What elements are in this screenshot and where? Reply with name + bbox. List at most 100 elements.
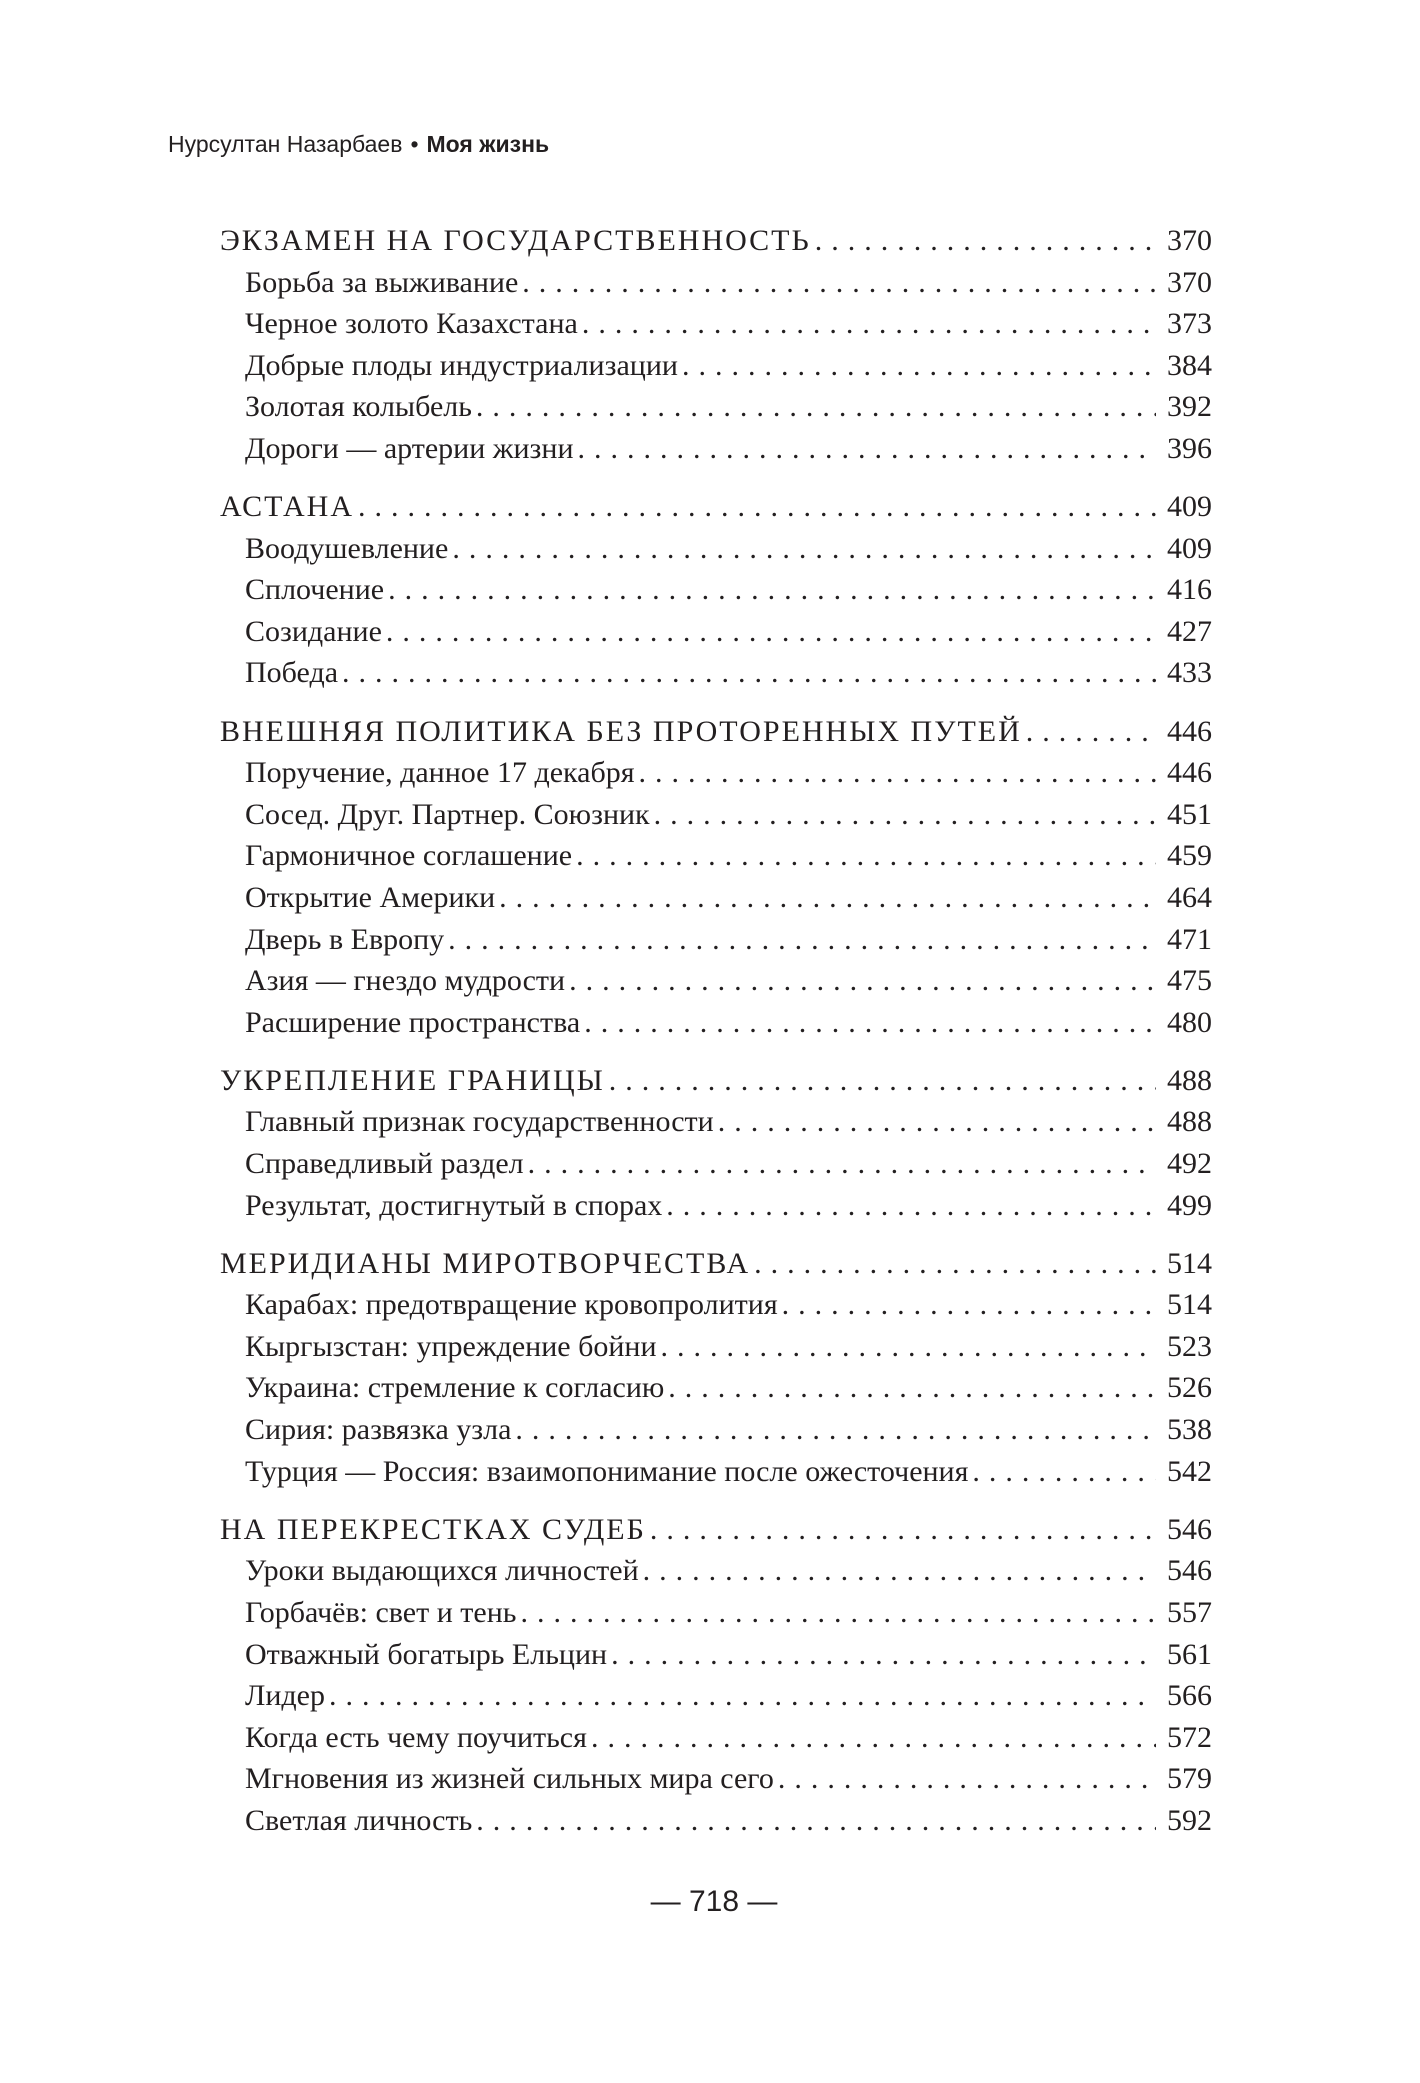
toc-subentry[interactable]: Поручение, данное 17 декабря............… bbox=[220, 752, 1212, 794]
toc-subentry[interactable]: Черное золото Казахстана................… bbox=[220, 303, 1212, 345]
dot-leader: ........................................… bbox=[342, 656, 1156, 690]
entry-title: Лидер bbox=[245, 1679, 325, 1713]
dot-leader: ........................................… bbox=[653, 797, 1156, 831]
entry-title: Отважный богатырь Ельцин bbox=[245, 1637, 608, 1671]
dot-leader: ........................................… bbox=[584, 1005, 1156, 1039]
dot-leader: ........................................… bbox=[642, 1554, 1156, 1588]
entry-page: 409 bbox=[1167, 490, 1212, 524]
toc-subentry[interactable]: Уроки выдающихся личностей..............… bbox=[220, 1550, 1212, 1592]
dot-leader: ........................................… bbox=[522, 265, 1156, 299]
toc-subentry[interactable]: Созидание...............................… bbox=[220, 611, 1212, 653]
dot-leader: ........................................… bbox=[608, 1063, 1156, 1097]
entry-title: Дороги — артерии жизни bbox=[245, 431, 574, 465]
toc-subentry[interactable]: Победа..................................… bbox=[220, 652, 1212, 694]
entry-page: 538 bbox=[1167, 1413, 1212, 1447]
table-of-contents: ЭКЗАМЕН НА ГОСУДАРСТВЕННОСТЬ............… bbox=[220, 220, 1212, 1858]
dot-leader: ........................................… bbox=[358, 490, 1156, 524]
toc-subentry[interactable]: Азия — гнездо мудрости..................… bbox=[220, 960, 1212, 1002]
toc-subentry[interactable]: Справедливый раздел.....................… bbox=[220, 1143, 1212, 1185]
entry-title: Справедливый раздел bbox=[245, 1146, 524, 1180]
dot-leader: ........................................… bbox=[777, 1762, 1156, 1796]
entry-page: 523 bbox=[1167, 1329, 1212, 1363]
toc-subentry[interactable]: Лидер...................................… bbox=[220, 1675, 1212, 1717]
entry-page: 392 bbox=[1167, 390, 1212, 424]
entry-page: 451 bbox=[1167, 797, 1212, 831]
toc-subentry[interactable]: Гармоничное соглашение..................… bbox=[220, 835, 1212, 877]
running-header: Нурсултан Назарбаев • Моя жизнь bbox=[168, 131, 549, 158]
toc-subentry[interactable]: Мгновения из жизней сильных мира сего...… bbox=[220, 1758, 1212, 1800]
toc-subentry[interactable]: Сосед. Друг. Партнер. Союзник...........… bbox=[220, 794, 1212, 836]
entry-page: 446 bbox=[1167, 714, 1212, 748]
dot-leader: ........................................… bbox=[666, 1188, 1156, 1222]
entry-title: Победа bbox=[245, 656, 339, 690]
toc-subentry[interactable]: Дороги — артерии жизни..................… bbox=[220, 428, 1212, 470]
toc-chapter[interactable]: ЭКЗАМЕН НА ГОСУДАРСТВЕННОСТЬ............… bbox=[220, 220, 1212, 262]
toc-subentry[interactable]: Украина: стремление к согласию..........… bbox=[220, 1367, 1212, 1409]
toc-subentry[interactable]: Воодушевление...........................… bbox=[220, 528, 1212, 570]
dot-leader: ........................................… bbox=[717, 1105, 1156, 1139]
dot-leader: ........................................… bbox=[527, 1146, 1156, 1180]
entry-title: МЕРИДИАНЫ МИРОТВОРЧЕСТВА bbox=[220, 1246, 751, 1280]
entry-title: Уроки выдающихся личностей bbox=[245, 1554, 639, 1588]
toc-subentry[interactable]: Добрые плоды индустриализации...........… bbox=[220, 345, 1212, 387]
toc-subentry[interactable]: Кыргызстан: упреждение бойни............… bbox=[220, 1326, 1212, 1368]
entry-page: 566 bbox=[1167, 1679, 1212, 1713]
entry-page: 592 bbox=[1167, 1803, 1212, 1837]
separator: • bbox=[410, 131, 419, 157]
dot-leader: ........................................… bbox=[754, 1246, 1156, 1280]
dot-leader: ........................................… bbox=[611, 1637, 1156, 1671]
toc-subentry[interactable]: Сирия: развязка узла....................… bbox=[220, 1409, 1212, 1451]
toc-chapter[interactable]: ВНЕШНЯЯ ПОЛИТИКА БЕЗ ПРОТОРЕННЫХ ПУТЕЙ..… bbox=[220, 711, 1212, 753]
entry-title: Сирия: развязка узла bbox=[245, 1413, 512, 1447]
entry-page: 492 bbox=[1167, 1146, 1212, 1180]
toc-subentry[interactable]: Сплочение...............................… bbox=[220, 569, 1212, 611]
toc-subentry[interactable]: Открытие Америки........................… bbox=[220, 877, 1212, 919]
entry-title: Борьба за выживание bbox=[245, 265, 519, 299]
toc-subentry[interactable]: Расширение пространства.................… bbox=[220, 1002, 1212, 1044]
entry-title: Черное золото Казахстана bbox=[245, 307, 578, 341]
toc-chapter[interactable]: НА ПЕРЕКРЕСТКАХ СУДЕБ...................… bbox=[220, 1509, 1212, 1551]
toc-subentry[interactable]: Главный признак государственности.......… bbox=[220, 1101, 1212, 1143]
toc-subentry[interactable]: Карабах: предотвращение кровопролития...… bbox=[220, 1284, 1212, 1326]
toc-section: МЕРИДИАНЫ МИРОТВОРЧЕСТВА................… bbox=[220, 1243, 1212, 1493]
entry-page: 475 bbox=[1167, 964, 1212, 998]
entry-page: 514 bbox=[1167, 1246, 1212, 1280]
entry-title: АСТАНА bbox=[220, 490, 355, 524]
toc-chapter[interactable]: МЕРИДИАНЫ МИРОТВОРЧЕСТВА................… bbox=[220, 1243, 1212, 1285]
toc-chapter[interactable]: АСТАНА..................................… bbox=[220, 486, 1212, 528]
toc-section: НА ПЕРЕКРЕСТКАХ СУДЕБ...................… bbox=[220, 1509, 1212, 1842]
toc-subentry[interactable]: Когда есть чему поучиться...............… bbox=[220, 1717, 1212, 1759]
toc-subentry[interactable]: Борьба за выживание.....................… bbox=[220, 262, 1212, 304]
toc-chapter[interactable]: УКРЕПЛЕНИЕ ГРАНИЦЫ......................… bbox=[220, 1060, 1212, 1102]
entry-title: Главный признак государственности bbox=[245, 1105, 714, 1139]
entry-page: 557 bbox=[1167, 1595, 1212, 1629]
entry-page: 542 bbox=[1167, 1454, 1212, 1488]
entry-title: Открытие Америки bbox=[245, 880, 496, 914]
dot-leader: ........................................… bbox=[972, 1454, 1156, 1488]
dot-leader: ........................................… bbox=[515, 1413, 1156, 1447]
dot-leader: ........................................… bbox=[476, 1803, 1156, 1837]
toc-subentry[interactable]: Отважный богатырь Ельцин................… bbox=[220, 1634, 1212, 1676]
entry-page: 579 bbox=[1167, 1762, 1212, 1796]
entry-title: ВНЕШНЯЯ ПОЛИТИКА БЕЗ ПРОТОРЕННЫХ ПУТЕЙ bbox=[220, 714, 1022, 748]
toc-subentry[interactable]: Золотая колыбель........................… bbox=[220, 386, 1212, 428]
entry-page: 396 bbox=[1167, 431, 1212, 465]
entry-title: Сплочение bbox=[245, 573, 385, 607]
entry-title: Когда есть чему поучиться bbox=[245, 1720, 587, 1754]
entry-title: Дверь в Европу bbox=[245, 922, 445, 956]
entry-title: Созидание bbox=[245, 614, 382, 648]
dot-leader: ........................................… bbox=[781, 1288, 1156, 1322]
entry-page: 370 bbox=[1167, 265, 1212, 299]
entry-title: Результат, достигнутый в спорах bbox=[245, 1188, 663, 1222]
toc-section: УКРЕПЛЕНИЕ ГРАНИЦЫ......................… bbox=[220, 1060, 1212, 1226]
toc-subentry[interactable]: Турция — Россия: взаимопонимание после о… bbox=[220, 1451, 1212, 1493]
toc-subentry[interactable]: Дверь в Европу..........................… bbox=[220, 919, 1212, 961]
entry-title: Расширение пространства bbox=[245, 1005, 581, 1039]
entry-page: 480 bbox=[1167, 1005, 1212, 1039]
entry-page: 471 bbox=[1167, 922, 1212, 956]
dot-leader: ........................................… bbox=[520, 1595, 1156, 1629]
toc-subentry[interactable]: Горбачёв: свет и тень...................… bbox=[220, 1592, 1212, 1634]
entry-page: 409 bbox=[1167, 531, 1212, 565]
toc-subentry[interactable]: Результат, достигнутый в спорах.........… bbox=[220, 1185, 1212, 1227]
toc-subentry[interactable]: Светлая личность........................… bbox=[220, 1800, 1212, 1842]
